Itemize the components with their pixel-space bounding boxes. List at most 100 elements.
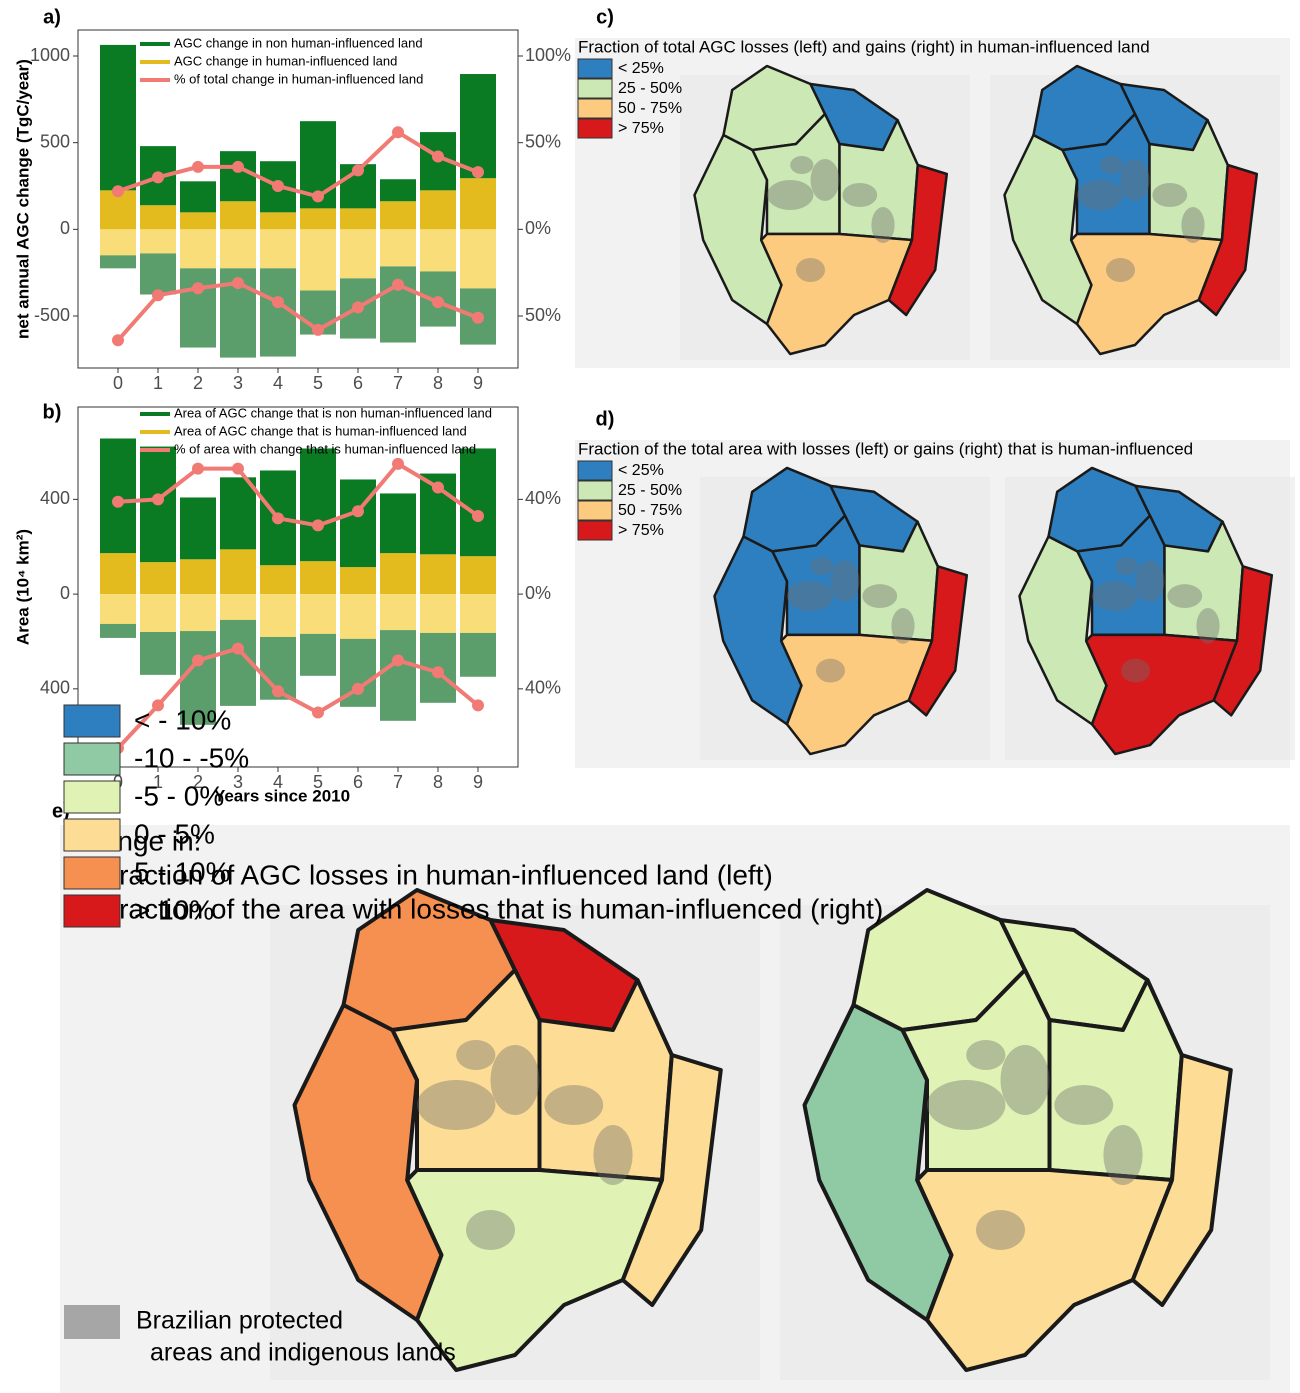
legend-label: Area of AGC change that is non human-inf… [174,405,492,420]
y-tick-label: -500 [34,305,70,325]
panel-label: d) [596,408,615,430]
line-point [312,190,324,202]
bar-loss [340,594,376,639]
legend-swatch [578,481,612,500]
protected-area [1167,584,1202,608]
panel-label: b) [43,401,62,423]
legend-label: 50 - 75% [618,100,682,117]
line-point [392,279,404,291]
legend-label: -5 - 0% [134,780,224,811]
bar-gain [180,181,216,212]
line-point [272,180,284,192]
line-point [192,654,204,666]
line-point [352,164,364,176]
legend-swatch [64,743,120,775]
x-tick-label: 1 [153,373,163,393]
legend-swatch [64,781,120,813]
line-point [232,161,244,173]
bar-gain [340,479,376,567]
line-point [392,458,404,470]
line-point [192,282,204,294]
bar-gain [420,190,456,229]
x-tick-label: 8 [433,373,443,393]
bar-gain [300,561,336,594]
line-point [312,707,324,719]
map-title: Fraction of total AGC losses (left) and … [578,37,1150,56]
bar-loss [380,594,416,630]
bar-gain [380,493,416,553]
protected-area [1196,608,1219,644]
bar-gain [380,553,416,594]
bar-loss [300,594,336,634]
protected-area [842,183,877,207]
y2-tick-label: 50% [525,131,561,151]
y2-tick-label: 0% [525,218,551,238]
legend-swatch [578,501,612,520]
line-point [112,185,124,197]
protected-area [1121,159,1150,201]
bar-loss [180,268,216,347]
protected-area [1054,1085,1113,1125]
y2-tick-label: 40% [525,488,561,508]
line-point [272,685,284,697]
y2-tick-label: 50% [525,305,561,325]
line-point [152,289,164,301]
x-tick-label: 4 [273,373,283,393]
line-point [432,296,444,308]
bar-loss [140,229,176,253]
legend-label: 25 - 50% [618,80,682,97]
protected-area [927,1080,1005,1130]
protected-area [767,180,813,210]
protected-area [976,1210,1025,1250]
x-tick-label: 6 [353,373,363,393]
x-tick-label: 8 [433,772,443,792]
x-tick-label: 3 [233,373,243,393]
bar-loss [260,594,296,637]
y2-tick-label: 40% [525,678,561,698]
protected-area [831,560,860,602]
bar-loss [380,266,416,342]
protected-area [1115,557,1138,575]
bar-gain [380,179,416,201]
bar-gain [460,178,496,229]
protected-area [456,1040,495,1070]
bar-loss [180,229,216,268]
y-tick-label: 400 [40,488,70,508]
protected-area [871,207,894,243]
legend-label: Area of AGC change that is human-influen… [174,423,467,438]
bar-loss [100,255,136,268]
x-tick-label: 0 [113,373,123,393]
bar-gain [180,559,216,594]
bar-gain [220,477,256,549]
line-point [112,496,124,508]
legend-label: Brazilian protected [136,1307,343,1335]
x-tick-label: 7 [393,772,403,792]
line-point [352,301,364,313]
line-point [472,166,484,178]
bar-gain [100,45,136,190]
bar-loss [300,229,336,290]
bar-loss [220,594,256,620]
line-point [232,463,244,475]
protected-area [966,1040,1005,1070]
protected-area [816,659,845,683]
line-point [192,463,204,475]
protected-area [1092,581,1138,611]
legend-swatch [578,99,612,118]
protected-area [790,156,813,174]
legend-swatch [64,1305,120,1339]
legend-label: < 25% [618,60,664,77]
bar-gain [220,151,256,201]
legend-label: % of area with change that is human-infl… [174,441,476,456]
line-point [472,699,484,711]
map-subtitle: Fraction of the area with losses that is… [102,893,883,924]
panel-label: a) [43,6,61,28]
x-tick-label: 2 [193,373,203,393]
bar-gain [460,556,496,594]
y-tick-label: 500 [40,131,70,151]
legend-label: areas and indigenous lands [150,1339,456,1367]
x-tick-label: 4 [273,772,283,792]
bar-loss [460,633,496,677]
bar-gain [220,549,256,594]
line-point [272,512,284,524]
